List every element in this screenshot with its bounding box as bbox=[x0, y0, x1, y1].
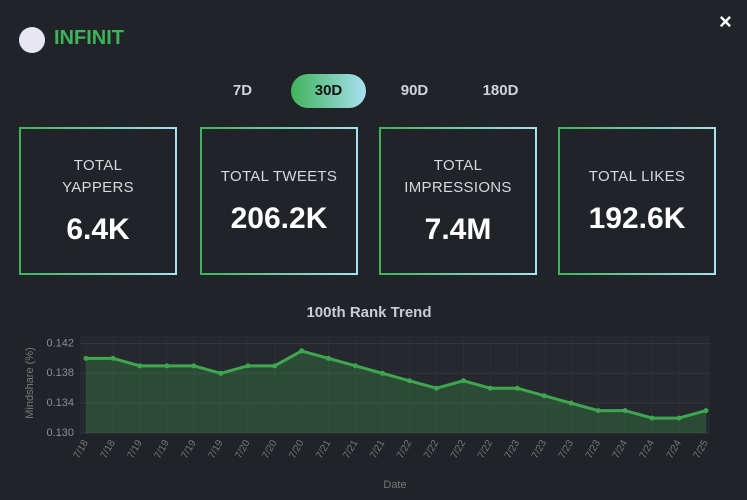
stat-value: 6.4K bbox=[66, 213, 130, 246]
chart-title: 100th Rank Trend bbox=[306, 304, 431, 321]
area bbox=[86, 350, 706, 433]
x-tick-label: 7/19 bbox=[206, 438, 225, 461]
point bbox=[218, 370, 224, 376]
x-tick-label: 7/23 bbox=[503, 438, 522, 461]
x-tick-label: 7/21 bbox=[314, 438, 333, 461]
stat-value: 192.6K bbox=[588, 202, 686, 235]
point bbox=[676, 415, 682, 421]
point bbox=[326, 355, 332, 361]
point bbox=[487, 385, 493, 391]
x-tick-label: 7/22 bbox=[476, 438, 495, 461]
plot-area bbox=[80, 336, 710, 433]
y-tick-label: 0.142 bbox=[46, 337, 74, 349]
x-tick-label: 7/18 bbox=[99, 438, 118, 461]
point bbox=[299, 348, 305, 354]
stat-label: TOTAL IMPRESSIONS bbox=[404, 157, 512, 196]
y-tick-label: 0.134 bbox=[46, 397, 74, 409]
point bbox=[568, 400, 574, 406]
period-tab[interactable]: 90D bbox=[400, 82, 429, 99]
point bbox=[272, 363, 278, 369]
stat-label: TOTAL YAPPERS bbox=[62, 157, 134, 196]
point bbox=[514, 385, 520, 391]
brand-logo bbox=[19, 27, 45, 53]
y-tick-label: 0.138 bbox=[46, 367, 74, 379]
x-axis-label: Date bbox=[383, 479, 406, 491]
period-tab[interactable]: 180D bbox=[482, 82, 519, 99]
stat-card: TOTAL TWEETS 206.2K bbox=[200, 127, 358, 275]
point bbox=[191, 363, 197, 369]
x-tick-label: 7/23 bbox=[530, 438, 549, 461]
point bbox=[406, 378, 412, 384]
point bbox=[137, 363, 143, 369]
x-tick-label: 7/22 bbox=[395, 438, 414, 461]
stat-value: 206.2K bbox=[230, 202, 328, 235]
x-tick-label: 7/23 bbox=[584, 438, 603, 461]
brand-name: INFINIT bbox=[54, 27, 124, 49]
chart: 100th Rank Trend Date Mindshare (%) 0.13… bbox=[24, 304, 711, 491]
x-tick-label: 7/20 bbox=[233, 438, 252, 461]
x-tick-label: 7/19 bbox=[126, 438, 145, 461]
stat-card: TOTAL YAPPERS 6.4K bbox=[19, 127, 177, 275]
x-tick-label: 7/19 bbox=[179, 438, 198, 461]
stat-label: TOTAL LIKES bbox=[588, 168, 686, 185]
x-tick-label: 7/21 bbox=[368, 438, 387, 461]
point bbox=[703, 408, 709, 414]
x-tick-label: 7/23 bbox=[557, 438, 576, 461]
stat-label: TOTAL TWEETS bbox=[220, 168, 338, 185]
x-tick-label: 7/25 bbox=[692, 438, 711, 461]
point bbox=[595, 408, 601, 414]
x-tick-label: 7/18 bbox=[72, 438, 91, 461]
point bbox=[110, 355, 116, 361]
x-tick-label: 7/22 bbox=[422, 438, 441, 461]
x-tick-label: 7/20 bbox=[260, 438, 279, 461]
point bbox=[83, 355, 89, 361]
stat-value: 7.4M bbox=[424, 213, 492, 246]
x-tick-label: 7/22 bbox=[449, 438, 468, 461]
period-tab[interactable]: 7D bbox=[232, 82, 253, 99]
point bbox=[353, 363, 359, 369]
period-tab[interactable]: 30D bbox=[291, 74, 366, 108]
point bbox=[649, 415, 655, 421]
point bbox=[433, 385, 439, 391]
x-tick-label: 7/19 bbox=[152, 438, 171, 461]
x-tick-label: 7/24 bbox=[665, 438, 684, 461]
point bbox=[164, 363, 170, 369]
close-button[interactable]: × bbox=[719, 9, 732, 34]
point bbox=[541, 393, 547, 399]
x-tick-label: 7/24 bbox=[611, 438, 630, 461]
stat-card: TOTAL IMPRESSIONS 7.4M bbox=[379, 127, 537, 275]
x-tick-label: 7/21 bbox=[341, 438, 360, 461]
x-tick-label: 7/24 bbox=[638, 438, 657, 461]
point bbox=[622, 408, 628, 414]
point bbox=[245, 363, 251, 369]
y-tick-label: 0.130 bbox=[46, 427, 74, 439]
stat-card: TOTAL LIKES 192.6K bbox=[558, 127, 716, 275]
point bbox=[380, 370, 386, 376]
line bbox=[86, 349, 707, 420]
y-axis-label: Mindshare (%) bbox=[24, 347, 36, 419]
point bbox=[460, 378, 466, 384]
period-tabs: 7D 30D 90D 180D bbox=[205, 74, 549, 108]
x-tick-label: 7/20 bbox=[287, 438, 306, 461]
